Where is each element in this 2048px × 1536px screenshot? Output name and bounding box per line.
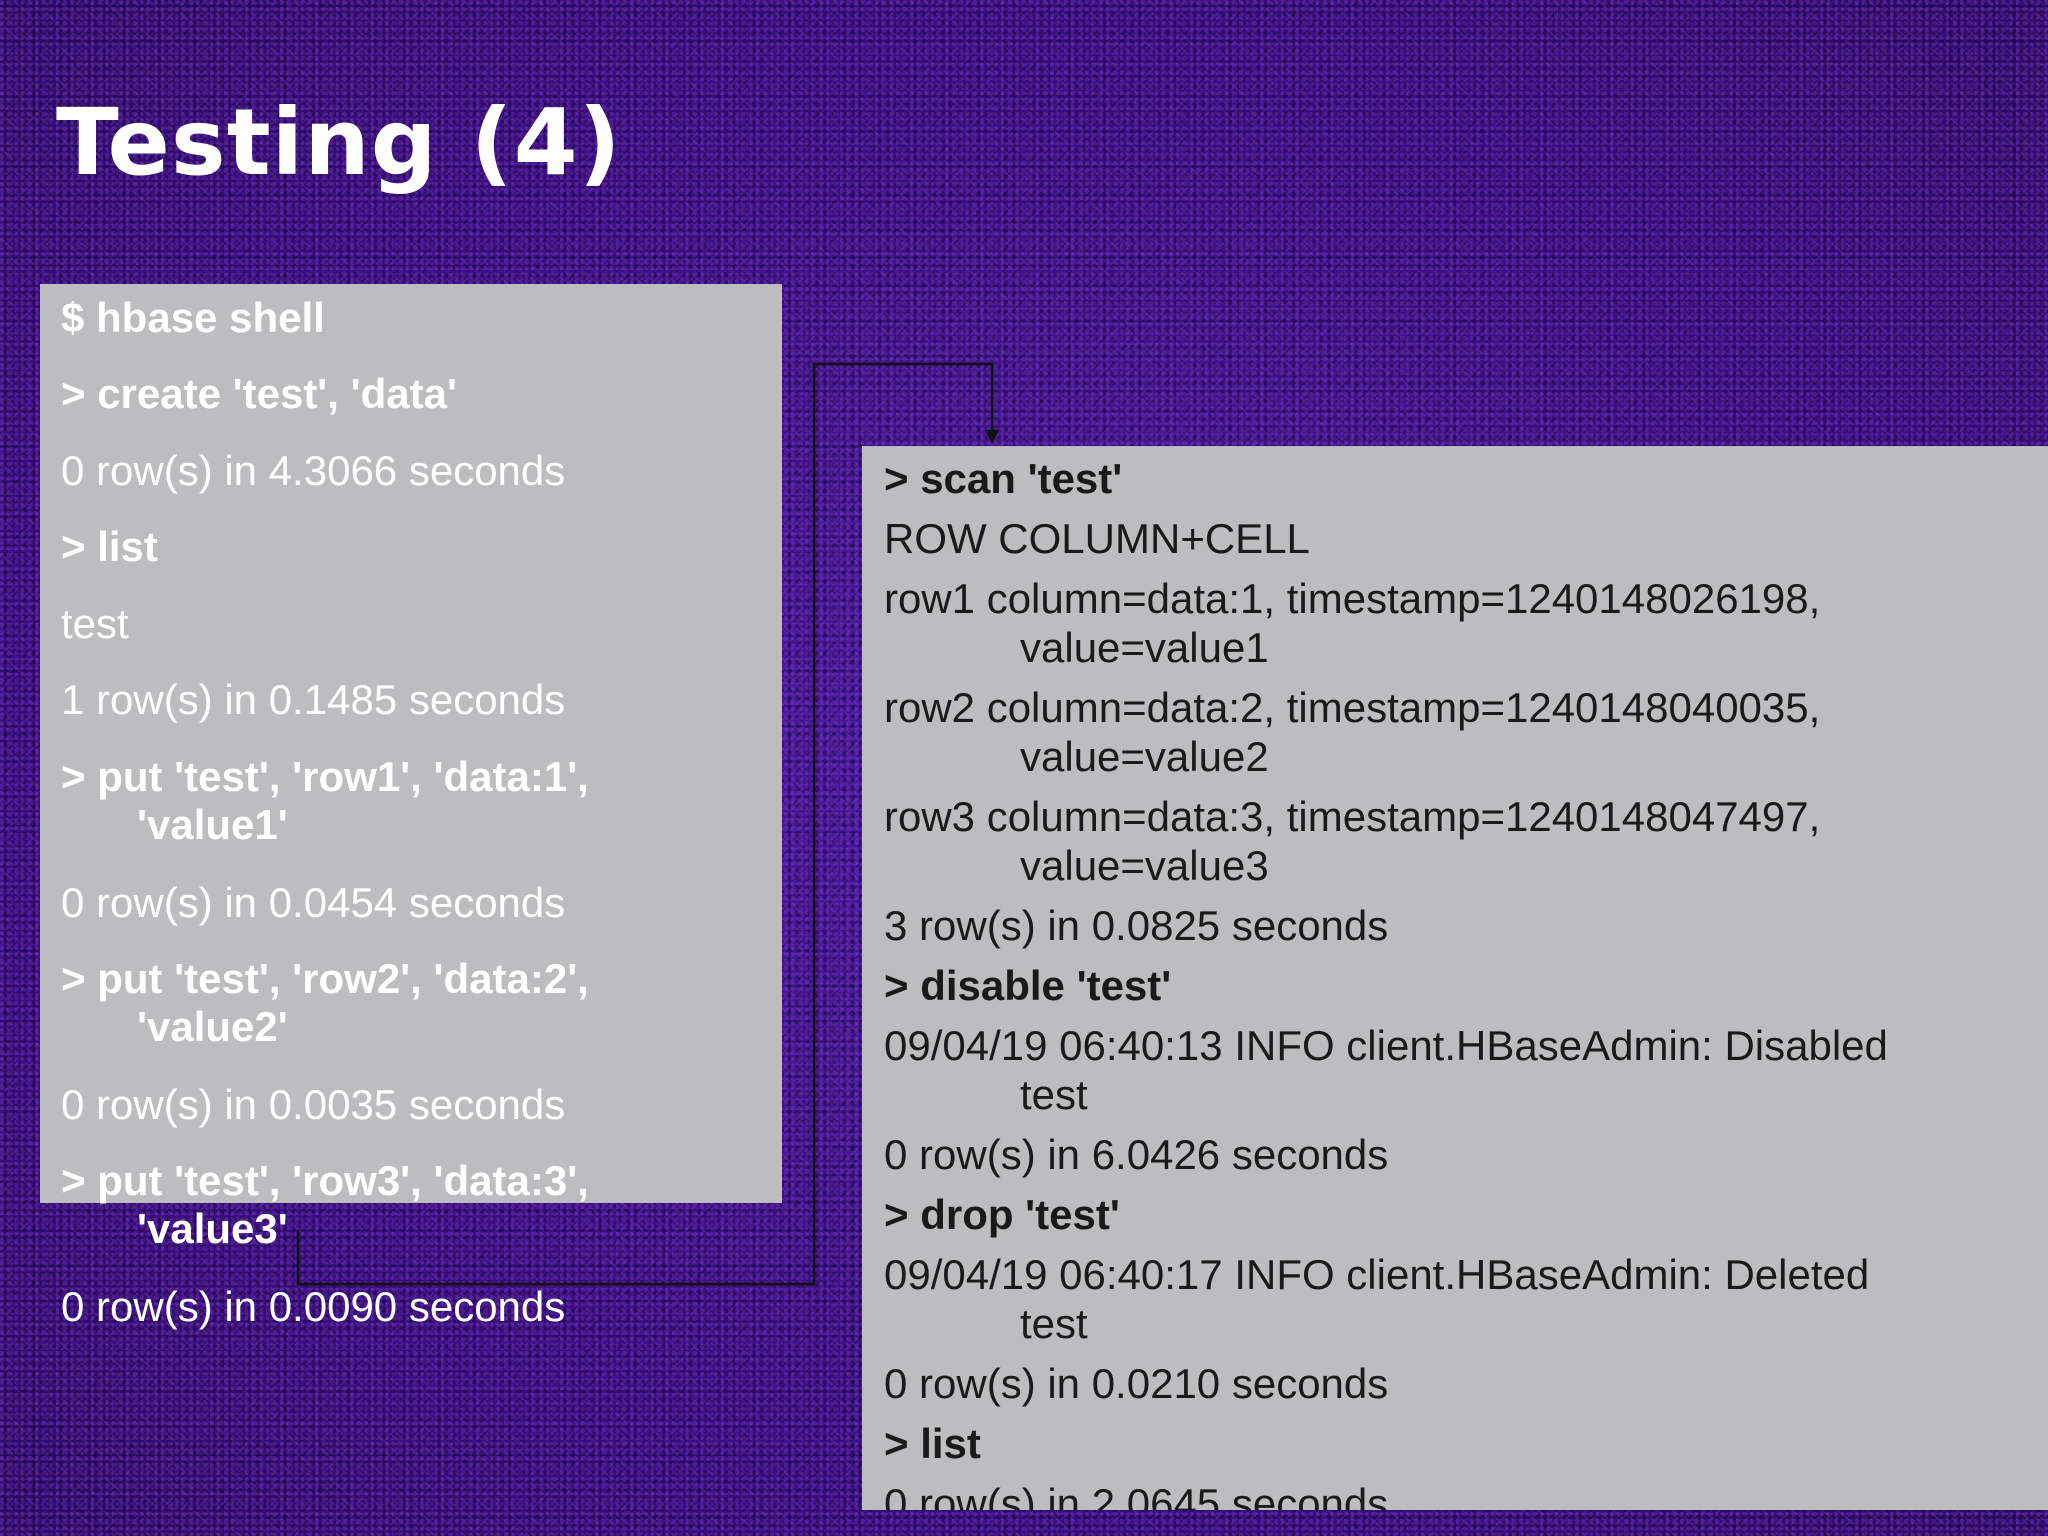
shell-command: > disable 'test' xyxy=(884,962,1172,1009)
log-line: 09/04/19 06:40:13 INFO client.HBaseAdmin… xyxy=(884,1022,1888,1069)
scan-row-continuation: value=value2 xyxy=(1020,733,1269,780)
scan-row-continuation: value=value3 xyxy=(1020,842,1269,889)
log-line-continuation: test xyxy=(1020,1300,1088,1347)
shell-output: test xyxy=(61,600,129,647)
shell-command: $ hbase shell xyxy=(61,294,325,341)
shell-output: 0 row(s) in 0.0454 seconds xyxy=(61,879,566,926)
shell-output: 0 row(s) in 6.0426 seconds xyxy=(884,1131,1389,1178)
scan-row-continuation: value=value1 xyxy=(1020,624,1269,671)
shell-command: > put 'test', 'row1', 'data:1', xyxy=(61,753,589,800)
scan-row: row2 column=data:2, timestamp=1240148040… xyxy=(884,684,1821,731)
shell-command: > put 'test', 'row2', 'data:2', xyxy=(61,955,589,1002)
shell-command-continuation: 'value2' xyxy=(137,1003,288,1050)
shell-output: 0 row(s) in 4.3066 seconds xyxy=(61,447,566,494)
log-line-continuation: test xyxy=(1020,1071,1088,1118)
shell-command: > list xyxy=(61,523,158,570)
shell-output: 0 row(s) in 0.0090 seconds xyxy=(61,1283,566,1330)
left-panel-background xyxy=(40,284,782,1203)
shell-command: > list xyxy=(884,1420,981,1467)
log-line: 09/04/19 06:40:17 INFO client.HBaseAdmin… xyxy=(884,1251,1870,1298)
shell-output: 0 row(s) in 2.0645 seconds xyxy=(884,1480,1389,1510)
shell-output: 1 row(s) in 0.1485 seconds xyxy=(61,676,566,723)
shell-command-continuation: 'value3' xyxy=(137,1205,288,1252)
shell-command: > drop 'test' xyxy=(884,1191,1120,1238)
shell-command: > scan 'test' xyxy=(884,455,1123,502)
shell-command: > put 'test', 'row3', 'data:3', xyxy=(61,1157,589,1204)
scan-row: row3 column=data:3, timestamp=1240148047… xyxy=(884,793,1821,840)
shell-output: 0 row(s) in 0.0210 seconds xyxy=(884,1360,1389,1407)
shell-command-continuation: 'value1' xyxy=(137,801,288,848)
shell-output: 0 row(s) in 0.0035 seconds xyxy=(61,1081,566,1128)
scan-header: ROW COLUMN+CELL xyxy=(884,515,1310,562)
right-panel-text: > scan 'test' ROW COLUMN+CELL row1 colum… xyxy=(862,446,2048,1510)
shell-command: > create 'test', 'data' xyxy=(61,370,457,417)
right-panel-background xyxy=(862,446,2048,1510)
scan-row: row1 column=data:1, timestamp=1240148026… xyxy=(884,575,1821,622)
slide-title: Testing (4) xyxy=(56,89,622,196)
shell-output: 3 row(s) in 0.0825 seconds xyxy=(884,902,1389,949)
